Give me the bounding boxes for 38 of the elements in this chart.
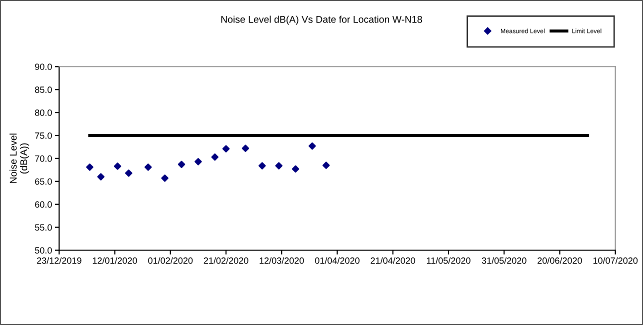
point xyxy=(211,153,219,161)
point xyxy=(292,165,300,173)
y-tick-label: 65.0 xyxy=(35,178,52,185)
x-tick-label: 21/04/2020 xyxy=(370,257,416,264)
x-tick-label: 11/05/2020 xyxy=(426,257,470,264)
y-axis-title: Noise Level (dB(A)) xyxy=(10,134,30,184)
point xyxy=(86,164,94,171)
x-tick-label: 01/02/2020 xyxy=(148,257,193,264)
x-tick-label: 12/01/2020 xyxy=(92,257,138,264)
point xyxy=(258,162,266,170)
y-tick-label: 60.0 xyxy=(35,201,52,208)
point xyxy=(178,160,186,168)
y-tick-label: 70.0 xyxy=(35,155,52,162)
point xyxy=(242,144,250,152)
y-tick-label: 80.0 xyxy=(35,110,52,116)
y-tick-label: 85.0 xyxy=(35,86,52,93)
point xyxy=(114,162,122,170)
point xyxy=(222,145,230,152)
x-tick-label: 01/04/2020 xyxy=(315,257,360,264)
y-tick-label: 50.0 xyxy=(35,247,52,254)
point xyxy=(275,162,282,170)
y-tick-label: 55.0 xyxy=(35,224,52,231)
x-tick-label: 31/05/2020 xyxy=(482,257,526,264)
chart-title: Noise Level dB(A) Vs Date for Location W-N18 xyxy=(221,16,422,25)
point xyxy=(144,164,152,171)
x-tick-label: 10/07/2020 xyxy=(593,257,638,264)
point xyxy=(161,174,168,182)
x-tick-label: 12/03/2020 xyxy=(260,257,304,264)
y-tick-label: 90.0 xyxy=(35,64,52,70)
x-tick-label: 21/02/2020 xyxy=(204,257,248,264)
point xyxy=(97,173,105,180)
point xyxy=(194,158,202,166)
x-tick-label: 20/06/2020 xyxy=(538,257,582,264)
point xyxy=(322,162,330,169)
point xyxy=(308,142,316,150)
y-tick-label: 75.0 xyxy=(35,132,52,139)
x-tick-label: 23/12/2019 xyxy=(37,257,82,264)
point xyxy=(125,169,132,177)
